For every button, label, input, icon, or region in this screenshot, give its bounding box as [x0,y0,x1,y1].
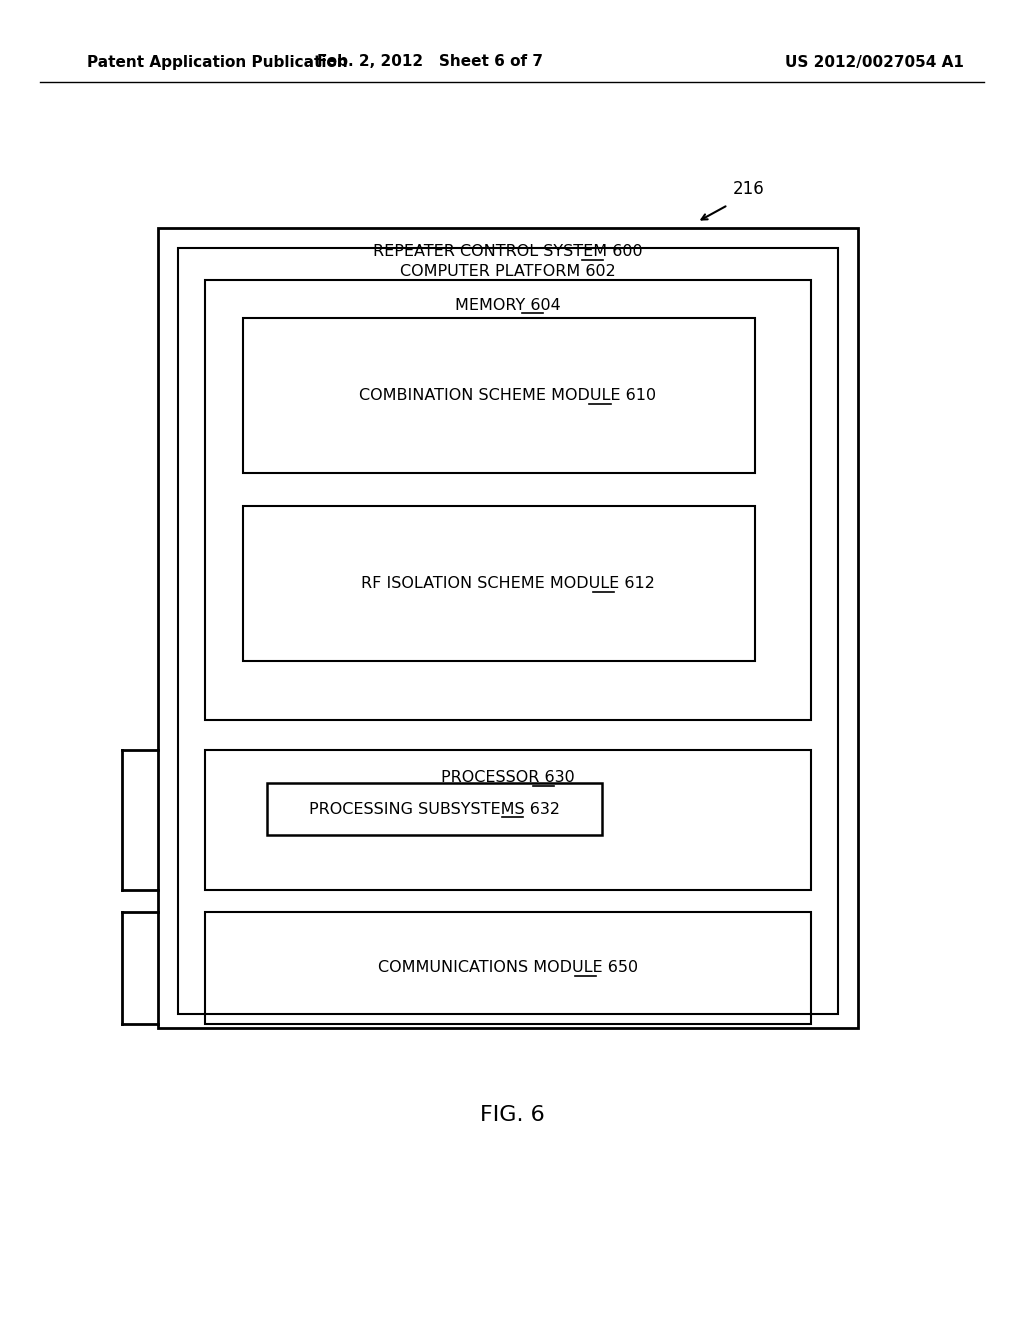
Text: Patent Application Publication: Patent Application Publication [87,54,348,70]
Text: PROCESSOR 630: PROCESSOR 630 [441,771,574,785]
Bar [243,318,755,473]
Bar [158,228,858,1028]
Text: COMPUTER PLATFORM 602: COMPUTER PLATFORM 602 [400,264,615,280]
Text: US 2012/0027054 A1: US 2012/0027054 A1 [785,54,964,70]
Text: MEMORY 604: MEMORY 604 [455,297,561,313]
Bar [205,280,811,719]
Text: FIG. 6: FIG. 6 [479,1105,545,1125]
Text: 216: 216 [733,180,765,198]
Bar [243,506,755,661]
Text: PROCESSING SUBSYSTEMS 632: PROCESSING SUBSYSTEMS 632 [309,801,560,817]
Text: Feb. 2, 2012   Sheet 6 of 7: Feb. 2, 2012 Sheet 6 of 7 [317,54,543,70]
Bar [205,750,811,890]
Bar [178,248,838,1014]
Bar [267,783,602,836]
Text: COMMUNICATIONS MODULE 650: COMMUNICATIONS MODULE 650 [378,961,638,975]
Text: COMBINATION SCHEME MODULE 610: COMBINATION SCHEME MODULE 610 [359,388,656,403]
Bar [205,912,811,1024]
Text: RF ISOLATION SCHEME MODULE 612: RF ISOLATION SCHEME MODULE 612 [361,576,655,591]
Text: REPEATER CONTROL SYSTEM 600: REPEATER CONTROL SYSTEM 600 [373,244,643,260]
